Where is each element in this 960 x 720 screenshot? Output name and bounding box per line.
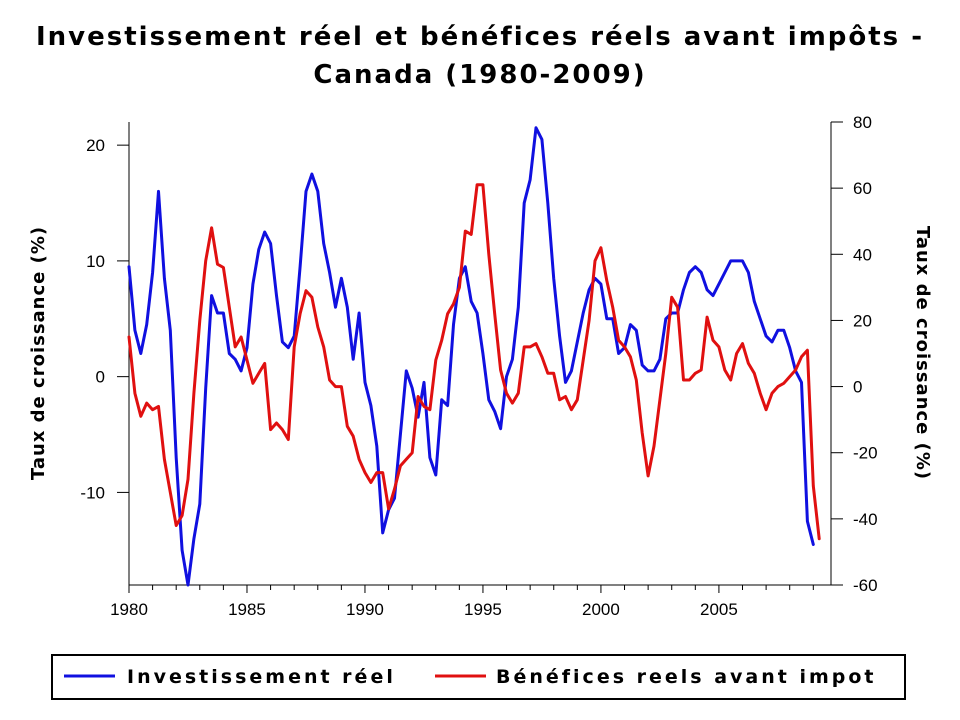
y-left-tick-label: 10 [86, 252, 105, 271]
y-left-tick-label: -10 [80, 483, 105, 502]
legend: Investissement réel Bénéfices reels avan… [51, 654, 906, 700]
y-right-tick-label: -20 [853, 444, 878, 463]
y-right-tick-label: 40 [853, 245, 872, 264]
y-axis-left-title: Taux de croissance (%) [28, 226, 49, 480]
y-axis-right: -60 -40 -20 0 20 40 60 80 [831, 113, 878, 595]
legend-label-benefices: Bénéfices reels avant impot [496, 666, 877, 688]
x-tick-label: 1995 [464, 600, 502, 619]
x-tick-label: 1980 [110, 600, 148, 619]
chart-title-line-1: Investissement réel et bénéfices réels a… [35, 22, 925, 52]
y-right-tick-label: 20 [853, 311, 872, 330]
series-line-benefices [127, 183, 821, 541]
x-tick-label: 2005 [700, 600, 738, 619]
y-right-tick-label: -60 [853, 576, 878, 595]
x-axis: 1980 1985 1990 1995 2000 2005 [110, 585, 814, 619]
y-axis-right-title: Taux de croissance (%) [912, 226, 933, 480]
y-right-tick-label: -40 [853, 510, 878, 529]
y-right-tick-label: 80 [853, 113, 872, 132]
chart-title: Investissement réel et bénéfices réels a… [0, 18, 960, 94]
y-left-tick-label: 0 [96, 368, 105, 387]
legend-label-investissement: Investissement réel [127, 666, 396, 688]
plot-frame [128, 122, 832, 586]
series-line-investissement [127, 126, 815, 587]
x-tick-label: 1985 [228, 600, 266, 619]
chart-title-line-2: Canada (1980-2009) [313, 60, 647, 90]
x-tick-label: 2000 [582, 600, 620, 619]
y-left-tick-label: 20 [86, 136, 105, 155]
y-right-tick-label: 0 [853, 378, 862, 397]
x-tick-label: 1990 [346, 600, 384, 619]
series-group [127, 126, 821, 587]
y-axis-left: -10 0 10 20 [80, 136, 129, 502]
y-right-tick-label: 60 [853, 179, 872, 198]
